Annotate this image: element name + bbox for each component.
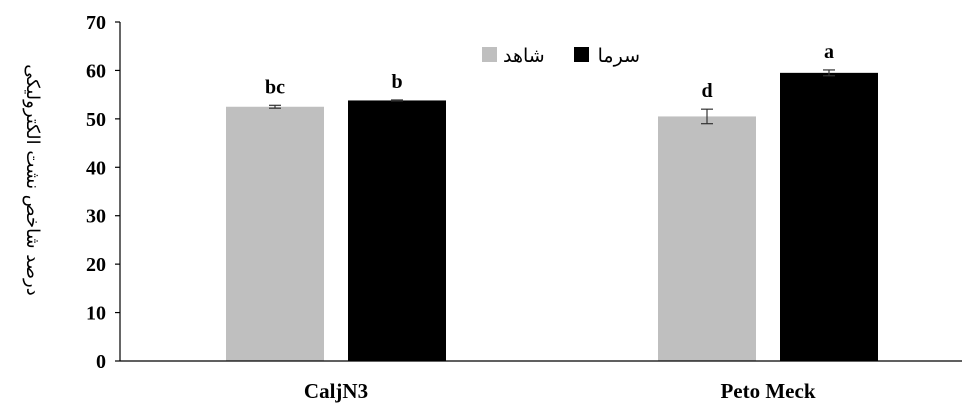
x-category-label: Peto Meck [720, 379, 815, 403]
y-axis-ticks: 0 10 20 30 40 50 60 70 [86, 12, 120, 373]
x-category-label: CaljN3 [304, 379, 368, 403]
y-tick-label: 40 [86, 157, 106, 179]
significance-labels-group: bc b d a [265, 41, 834, 102]
y-tick-label: 0 [96, 351, 106, 373]
y-tick-label: 60 [86, 60, 106, 82]
y-tick-label: 20 [86, 254, 106, 276]
y-axis-label: درصد شاخص نشت الکترولیکی [22, 64, 43, 295]
bar [226, 106, 324, 361]
legend-label: شاهد [503, 45, 545, 67]
legend-swatch [574, 47, 589, 62]
significance-label: a [824, 41, 834, 63]
legend-swatch [482, 47, 497, 62]
legend-label: سرما [598, 45, 640, 67]
y-tick-label: 10 [86, 303, 106, 325]
significance-label: d [701, 80, 712, 102]
y-tick-label: 50 [86, 109, 106, 131]
bar [658, 116, 756, 361]
significance-label: bc [265, 76, 285, 98]
y-tick-label: 70 [86, 12, 106, 34]
x-axis-categories: CaljN3 Peto Meck [304, 379, 816, 403]
y-tick-label: 30 [86, 206, 106, 228]
bar [348, 100, 446, 361]
bars-group [226, 72, 878, 361]
significance-label: b [391, 71, 402, 93]
legend: شاهد سرما [482, 45, 640, 67]
bar [780, 72, 878, 361]
error-bars-group [269, 69, 835, 125]
